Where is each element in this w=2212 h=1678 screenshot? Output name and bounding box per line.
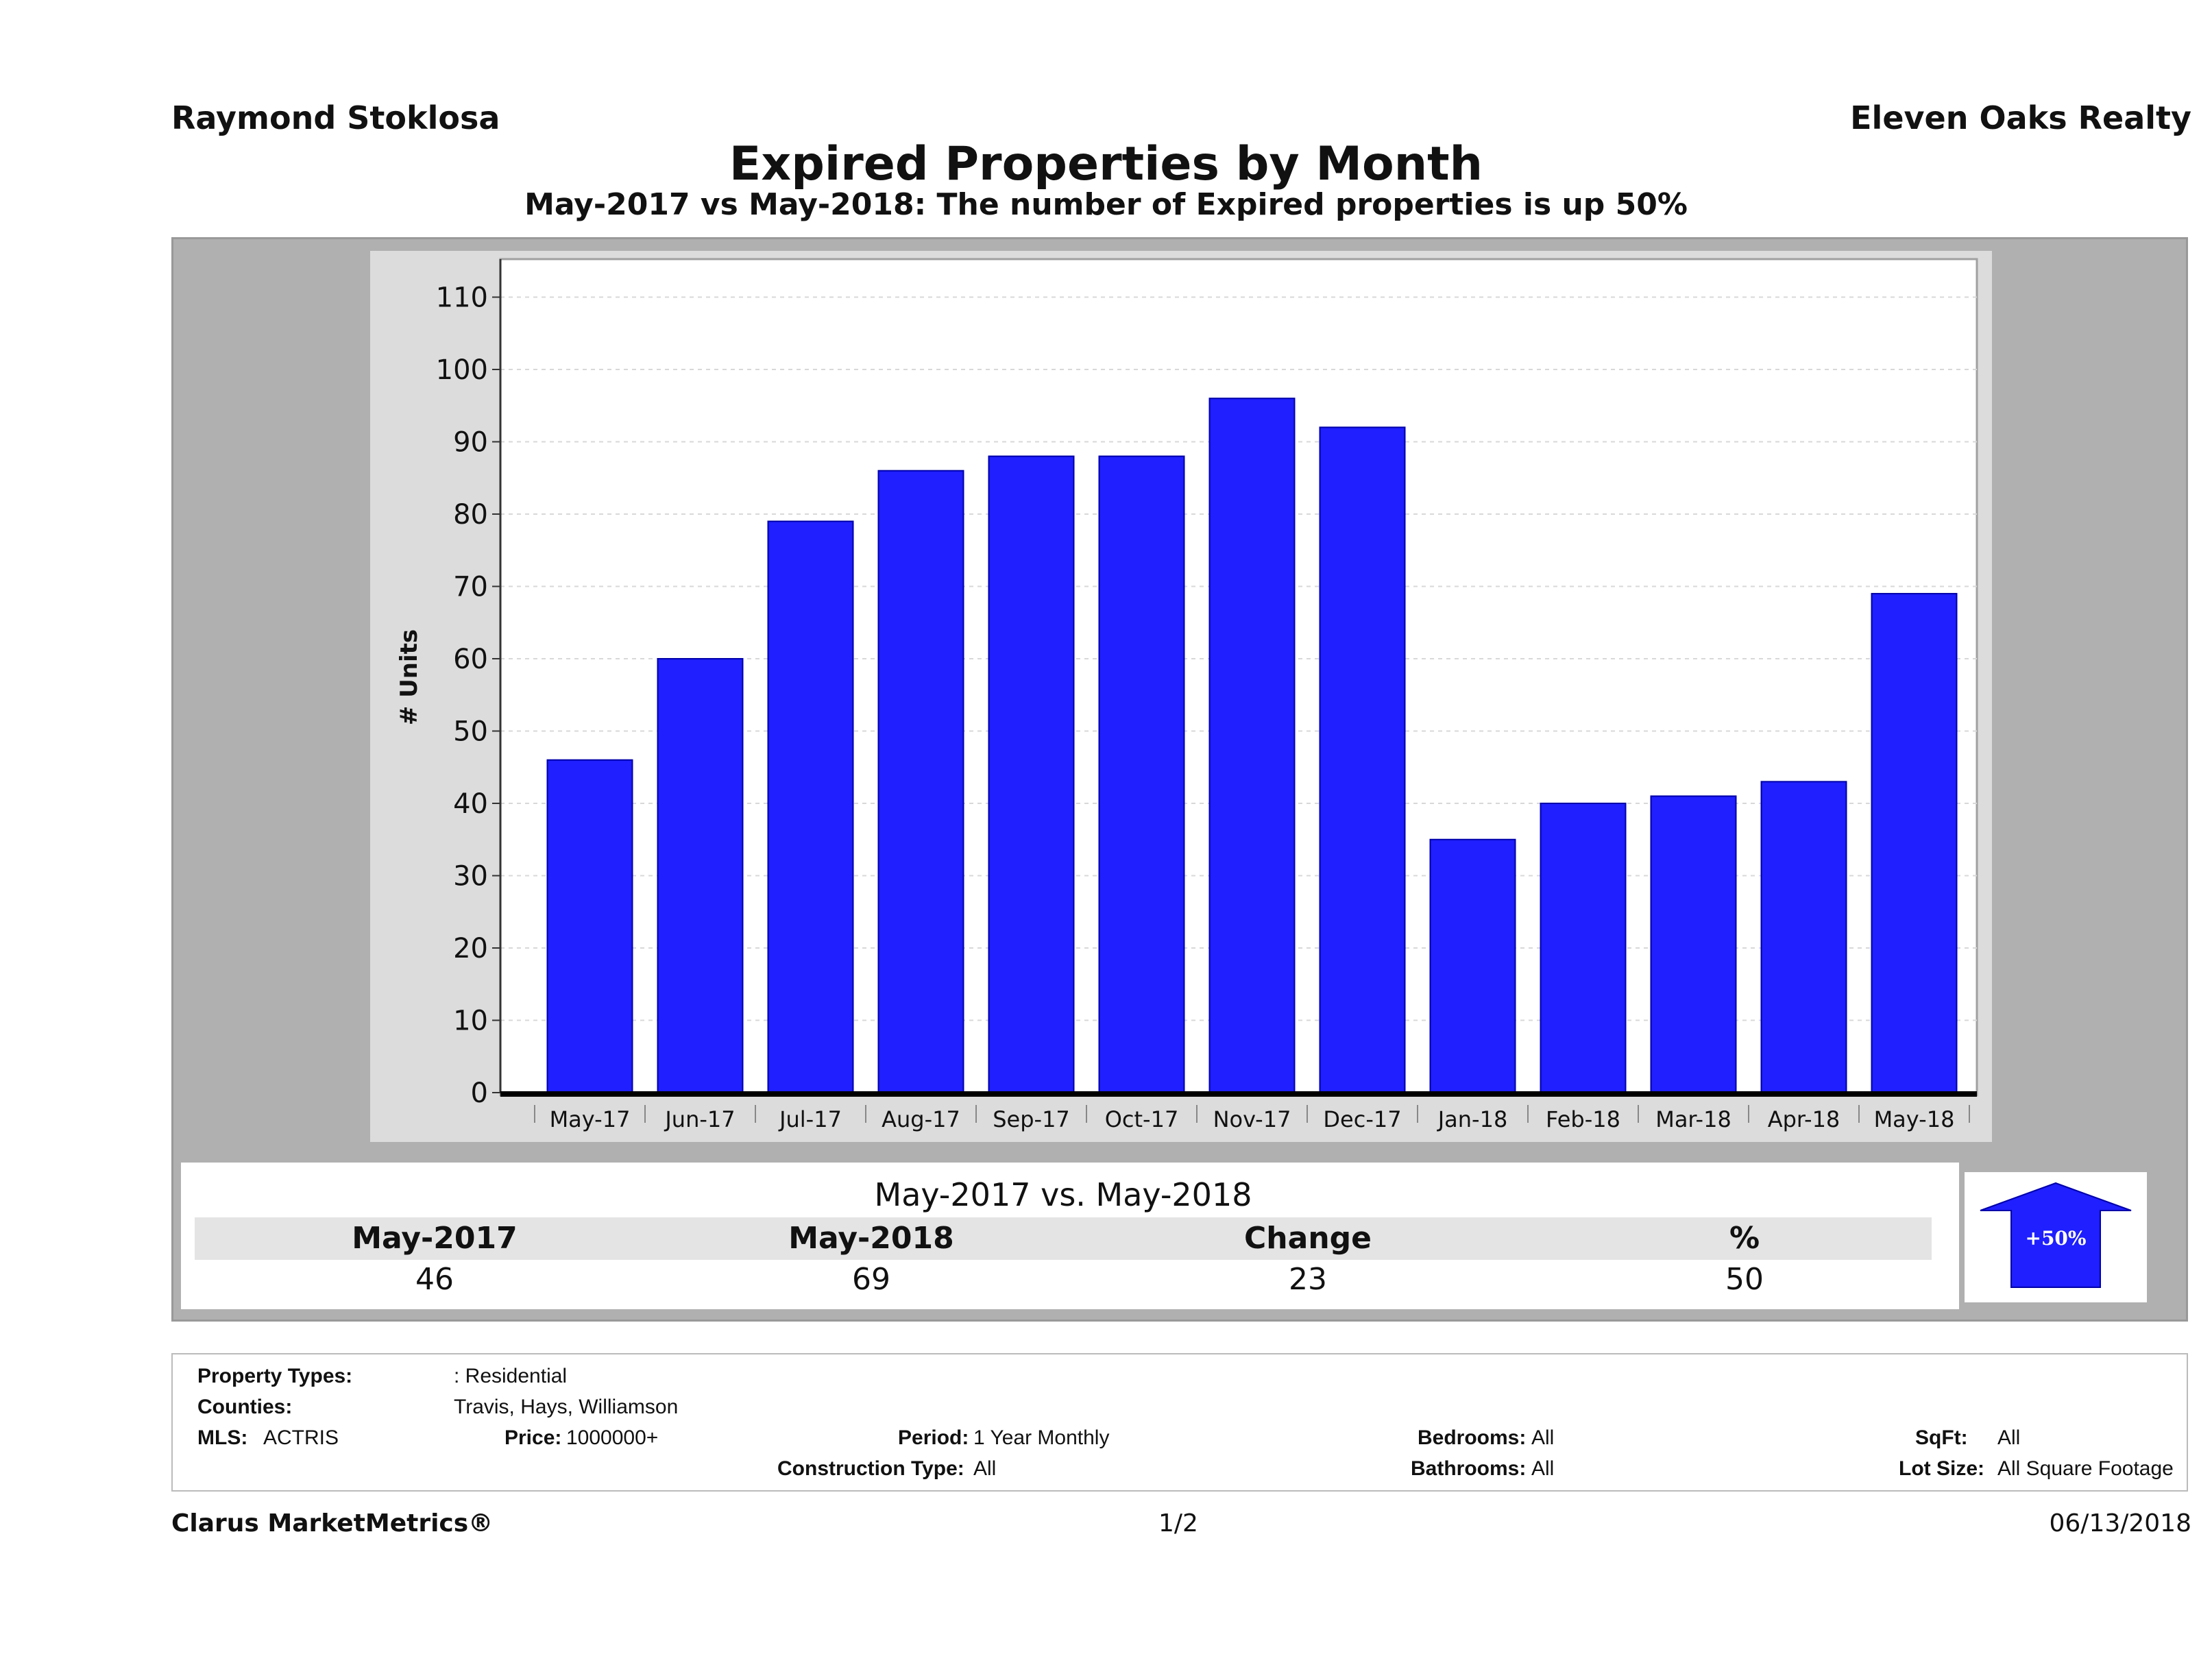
price-value: 1000000+ [566,1426,659,1449]
x-tick-label: Jun-17 [664,1106,735,1132]
agent-name: Raymond Stoklosa [171,99,500,136]
construction-type-value: All [973,1457,997,1480]
comparison-title: May-2017 vs. May-2018 [195,1172,1932,1217]
chart-subtitle: May-2017 vs May-2018: The number of Expi… [524,187,1688,222]
x-tick-label: May-18 [1874,1106,1955,1132]
chart-title: Expired Properties by Month [729,137,1483,191]
value-percent: 50 [1725,1262,1764,1297]
y-tick-label: 70 [453,572,488,603]
property-types-value: : Residential [454,1365,568,1387]
lot-size-value: All Square Footage [1997,1457,2174,1480]
x-tick-label: Feb-18 [1546,1106,1620,1132]
filter-summary: Property Types: : Residential Counties: … [171,1353,2188,1492]
period-label: Period: [898,1426,969,1449]
bar [1429,838,1516,1093]
property-types-label: Property Types: [197,1365,353,1387]
change-badge: +50% [1965,1172,2147,1302]
y-tick-label: 20 [453,933,488,964]
header-percent: % [1729,1221,1760,1256]
header-may-2017: May-2017 [352,1221,518,1256]
bedrooms-value: All [1531,1426,1555,1449]
bar [1871,593,1958,1093]
comparison-value-row: 46 69 23 50 [195,1260,1932,1300]
counties-value: Travis, Hays, Williamson [454,1396,679,1418]
sqft-label: SqFt: [1915,1426,1968,1449]
bar [988,455,1075,1094]
bathrooms-label: Bathrooms: [1411,1457,1527,1480]
y-tick-label: 90 [453,427,488,459]
y-tick-label: 60 [453,644,488,675]
y-tick-label: 10 [453,1006,488,1037]
bar [1319,426,1406,1093]
bar [1760,781,1847,1093]
company-name: Eleven Oaks Realty [1850,99,2191,136]
bar [1208,398,1296,1093]
price-label: Price: [505,1426,562,1449]
header-change: Change [1244,1221,1372,1256]
x-tick-label: Nov-17 [1213,1106,1291,1132]
y-tick-label: 50 [453,716,488,748]
y-tick-label: 100 [436,354,488,386]
bar [657,658,744,1093]
change-badge-label: +50% [2025,1227,2087,1250]
lot-size-label: Lot Size: [1899,1457,1984,1480]
bar-chart: 0 10 20 30 40 50 60 70 80 90 100 110 # Units May-17 Ju… [396,258,1978,1132]
y-axis-label: # Units [396,629,423,725]
footer-date: 06/13/2018 [2049,1509,2192,1537]
x-tick-label: Apr-18 [1768,1106,1840,1132]
x-tick-label: Jul-17 [778,1106,842,1132]
x-tick-label: Oct-17 [1105,1106,1179,1132]
construction-type-label: Construction Type: [777,1457,964,1480]
comparison-header-row: May-2017 May-2018 Change % [195,1217,1932,1260]
y-tick-label: 0 [471,1078,488,1109]
x-tick-label: Sep-17 [993,1106,1070,1132]
bar [1540,803,1627,1093]
value-may-2018: 69 [852,1262,890,1297]
x-tick-label: May-17 [550,1106,631,1132]
x-tick-label: Mar-18 [1655,1106,1731,1132]
x-axis-line [500,1091,1977,1097]
y-tick-label: 110 [436,282,488,314]
bar [1098,455,1185,1094]
bar [546,759,633,1093]
footer-brand: Clarus MarketMetrics® [171,1509,494,1537]
y-tick-label: 30 [453,861,488,892]
mls-value: ACTRIS [263,1426,339,1449]
counties-label: Counties: [197,1396,293,1418]
x-tick-label: Aug-17 [882,1106,960,1132]
x-tick-label: Dec-17 [1323,1106,1401,1132]
comparison-table: May-2017 vs. May-2018 May-2017 May-2018 … [181,1163,1959,1309]
bedrooms-label: Bedrooms: [1418,1426,1527,1449]
footer-page-number: 1/2 [1158,1509,1198,1537]
y-tick-label: 80 [453,499,488,531]
chart-panel: 0 10 20 30 40 50 60 70 80 90 100 110 # Units May-17 Ju… [370,251,1992,1142]
x-tick-label: Jan-18 [1437,1106,1508,1132]
bar [767,520,854,1093]
bar [1650,795,1737,1093]
up-arrow-icon [1980,1182,2132,1288]
bathrooms-value: All [1531,1457,1555,1480]
sqft-value: All [1997,1426,2021,1449]
header-may-2018: May-2018 [788,1221,954,1256]
bar [877,470,964,1093]
mls-label: MLS: [197,1426,248,1449]
period-value: 1 Year Monthly [973,1426,1110,1449]
value-may-2017: 46 [415,1262,454,1297]
value-change: 23 [1289,1262,1327,1297]
y-tick-label: 40 [453,788,488,820]
